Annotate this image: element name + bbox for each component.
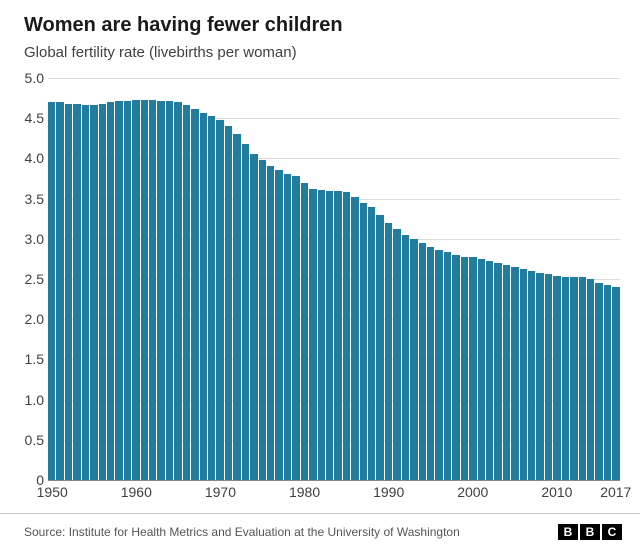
bar bbox=[115, 101, 122, 480]
bar bbox=[200, 113, 207, 480]
bar bbox=[368, 207, 375, 480]
bar bbox=[511, 267, 518, 480]
bar bbox=[326, 191, 333, 480]
bar bbox=[351, 197, 358, 480]
bbc-logo-letter: B bbox=[580, 524, 600, 540]
source-text: Source: Institute for Health Metrics and… bbox=[24, 525, 460, 539]
bar bbox=[250, 154, 257, 480]
y-tick-label: 1.5 bbox=[4, 351, 44, 367]
bar bbox=[107, 102, 114, 480]
bar bbox=[183, 105, 190, 480]
bar bbox=[233, 134, 240, 480]
bar-series bbox=[48, 78, 620, 480]
bar bbox=[494, 263, 501, 480]
x-tick-label: 1950 bbox=[37, 484, 68, 500]
bar bbox=[478, 259, 485, 480]
bar bbox=[284, 174, 291, 480]
bar bbox=[124, 101, 131, 480]
bar bbox=[208, 116, 215, 480]
bar bbox=[595, 283, 602, 480]
bar bbox=[427, 247, 434, 480]
x-tick-label: 1980 bbox=[289, 484, 320, 500]
bar bbox=[410, 239, 417, 480]
bar bbox=[216, 120, 223, 480]
bar bbox=[579, 277, 586, 480]
y-tick-label: 4.5 bbox=[4, 110, 44, 126]
bar bbox=[65, 104, 72, 480]
bar bbox=[141, 100, 148, 480]
bar bbox=[536, 273, 543, 480]
bar bbox=[612, 287, 619, 480]
bar bbox=[604, 285, 611, 480]
x-tick-label: 2017 bbox=[600, 484, 631, 500]
bar bbox=[469, 257, 476, 480]
bar bbox=[48, 102, 55, 480]
bar bbox=[82, 105, 89, 480]
y-tick-label: 5.0 bbox=[4, 70, 44, 86]
y-tick-label: 1.0 bbox=[4, 392, 44, 408]
bar bbox=[461, 257, 468, 481]
bar bbox=[343, 192, 350, 480]
bar bbox=[444, 252, 451, 480]
bbc-logo-letter: B bbox=[558, 524, 578, 540]
bar bbox=[452, 255, 459, 480]
y-tick-label: 3.5 bbox=[4, 191, 44, 207]
y-tick-label: 2.5 bbox=[4, 271, 44, 287]
x-tick-label: 2010 bbox=[541, 484, 572, 500]
bar bbox=[570, 277, 577, 480]
x-tick-label: 1990 bbox=[373, 484, 404, 500]
y-tick-label: 4.0 bbox=[4, 150, 44, 166]
chart-container: Women are having fewer children Global f… bbox=[0, 0, 640, 549]
chart-subtitle: Global fertility rate (livebirths per wo… bbox=[24, 44, 297, 61]
x-tick-label: 1960 bbox=[121, 484, 152, 500]
bar bbox=[334, 191, 341, 480]
chart-footer: Source: Institute for Health Metrics and… bbox=[0, 513, 640, 549]
bar bbox=[73, 104, 80, 480]
bar bbox=[174, 102, 181, 480]
x-tick-label: 2000 bbox=[457, 484, 488, 500]
bbc-logo: B B C bbox=[558, 524, 622, 540]
bar bbox=[562, 277, 569, 480]
bar bbox=[56, 102, 63, 480]
bar bbox=[360, 203, 367, 480]
bar bbox=[503, 265, 510, 480]
bar bbox=[225, 126, 232, 480]
bar bbox=[292, 176, 299, 480]
bar bbox=[402, 235, 409, 480]
plot-area bbox=[48, 78, 620, 480]
bar bbox=[435, 250, 442, 480]
x-tick-label: 1970 bbox=[205, 484, 236, 500]
bbc-logo-letter: C bbox=[602, 524, 622, 540]
bar bbox=[149, 100, 156, 480]
bar bbox=[318, 190, 325, 480]
bar bbox=[419, 243, 426, 480]
bar bbox=[309, 189, 316, 480]
y-tick-label: 3.0 bbox=[4, 231, 44, 247]
bar bbox=[166, 101, 173, 480]
bar bbox=[587, 279, 594, 480]
bar bbox=[520, 269, 527, 480]
bar bbox=[376, 215, 383, 480]
bar bbox=[528, 271, 535, 480]
y-tick-label: 2.0 bbox=[4, 311, 44, 327]
bar bbox=[486, 261, 493, 480]
bar bbox=[99, 104, 106, 480]
bar bbox=[90, 105, 97, 480]
bar bbox=[393, 229, 400, 480]
bar bbox=[545, 274, 552, 480]
y-tick-label: 0.5 bbox=[4, 432, 44, 448]
bar bbox=[553, 276, 560, 480]
bar bbox=[242, 144, 249, 480]
bar bbox=[267, 166, 274, 480]
bar bbox=[275, 170, 282, 480]
bar bbox=[385, 223, 392, 480]
gridline bbox=[48, 480, 620, 481]
chart-title: Women are having fewer children bbox=[24, 14, 343, 37]
bar bbox=[301, 183, 308, 480]
bar bbox=[259, 160, 266, 480]
bar bbox=[157, 101, 164, 480]
bar bbox=[132, 100, 139, 480]
bar bbox=[191, 109, 198, 480]
